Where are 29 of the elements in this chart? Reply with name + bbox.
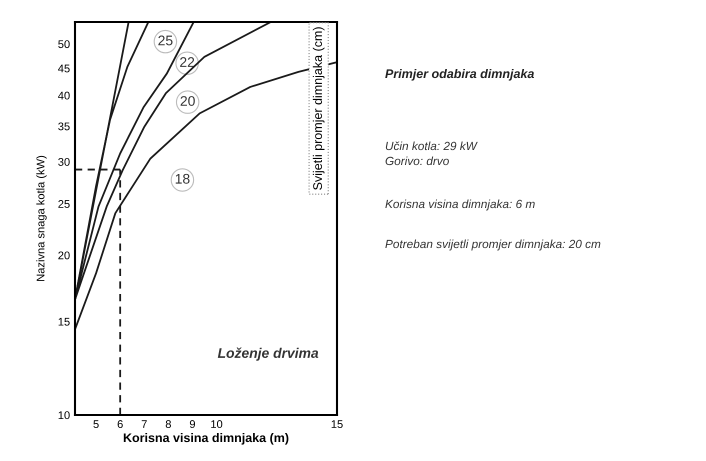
annotation: 18 (176, 174, 190, 184)
y-tick-label: 45 (58, 64, 70, 72)
x-tick-label: 10 (211, 420, 222, 428)
x-tick-label: 15 (332, 420, 343, 428)
y-tick-label: 15 (58, 318, 70, 326)
y-tick-label: 30 (58, 158, 70, 166)
text: Gorivo: drvo (386, 156, 449, 166)
y-tick-label: 40 (58, 92, 70, 100)
x-tick-label: 6 (118, 420, 123, 428)
x-tick-label: 9 (190, 420, 196, 428)
y-tick-label: 10 (58, 411, 70, 420)
y-tick-label: 35 (58, 122, 70, 130)
text: Primjer odabira dimnjaka (385, 68, 534, 81)
y-tick-label: 20 (58, 251, 70, 260)
x-tick-label: 5 (93, 420, 99, 428)
x-axis-title: Korisna visina dimnjaka (m) (124, 432, 288, 445)
text: Učin kotla: 29 kW (386, 141, 478, 150)
y-tick-label: 50 (58, 40, 70, 48)
annotation: Loženje drvima (218, 347, 318, 361)
text: Korisna visina dimnjaka: 6 m (385, 199, 535, 210)
x-tick-label: 7 (142, 420, 147, 428)
y-axis-title: Nazivna snaga kotla (kW) (36, 156, 47, 281)
annotation: Svijetli promjer dimnjaka (cm) (312, 27, 324, 190)
y-tick-label: 25 (58, 200, 70, 208)
annotation: 25 (158, 36, 173, 46)
x-tick-label: 8 (166, 420, 171, 428)
text: Potreban svijetli promjer dimnjaka: 20 cm (385, 239, 600, 250)
annotation: 22 (180, 57, 194, 67)
annotation: 20 (180, 96, 195, 106)
